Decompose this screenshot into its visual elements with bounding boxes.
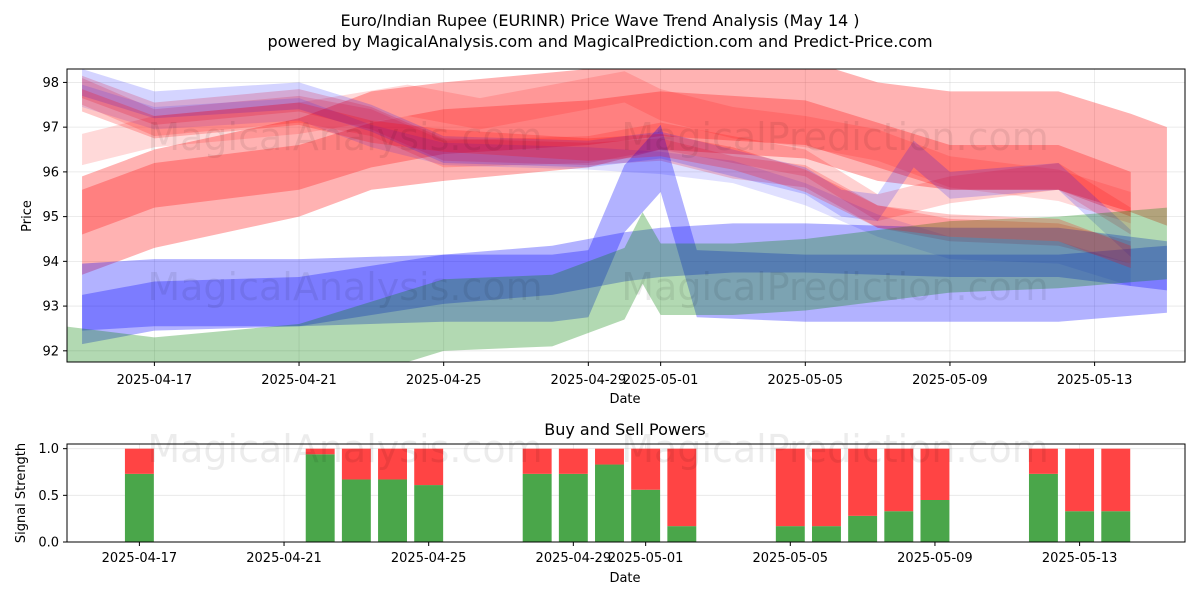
buy-power-bar <box>1028 473 1058 542</box>
buy-power-bar <box>595 464 624 542</box>
watermark-left-upper: MagicalAnalysis.com <box>147 115 542 159</box>
signal-y-axis-label: Signal Strength <box>14 443 29 543</box>
main-title: Euro/Indian Rupee (EURINR) Price Wave Tr… <box>340 11 859 30</box>
price-wave-band-red <box>82 69 1167 275</box>
buy-power-bar <box>414 485 444 542</box>
sell-power-bar <box>558 448 588 474</box>
price-y-axis-label: Price <box>20 200 35 232</box>
sell-power-bar <box>124 448 154 474</box>
price-y-tick-label: 93 <box>42 300 59 315</box>
price-wave-band-red <box>82 75 1131 264</box>
sell-power-bar <box>667 448 697 527</box>
signal-y-ticks: 0.0 0.5 1.0 <box>38 442 67 551</box>
main-subtitle: powered by MagicalAnalysis.com and Magic… <box>267 32 932 51</box>
price-y-tick-label: 94 <box>42 255 59 270</box>
signal-x-tick-label: 2025-05-01 <box>608 551 684 566</box>
buy-power-bar <box>884 511 914 542</box>
buy-power-bar <box>667 526 697 542</box>
buy-power-bar <box>522 473 552 542</box>
price-chart-panel: MagicalAnalysis.com MagicalPrediction.co… <box>20 68 1186 407</box>
signal-x-tick-label: 2025-04-17 <box>102 551 178 566</box>
price-wave-band-green <box>67 207 1167 362</box>
sell-power-bar <box>920 448 950 500</box>
price-y-tick-label: 92 <box>42 344 59 359</box>
signal-chart-title: Buy and Sell Powers <box>544 420 706 439</box>
buy-power-bar <box>1065 511 1095 542</box>
signal-bars <box>124 448 1131 542</box>
price-y-tick-label: 97 <box>42 121 59 136</box>
signal-x-tick-label: 2025-05-09 <box>897 551 973 566</box>
signal-x-tick-label: 2025-04-29 <box>536 551 612 566</box>
buy-power-bar <box>124 473 154 542</box>
signal-y-tick-label: 0.0 <box>38 536 59 551</box>
signal-x-axis-label: Date <box>609 571 640 586</box>
sell-power-bar <box>522 448 552 474</box>
signal-y-tick-label: 1.0 <box>38 442 59 457</box>
price-wave-band-blue <box>82 223 1167 345</box>
sell-power-bar <box>378 448 407 480</box>
sell-power-bar <box>775 448 805 527</box>
sell-power-bar <box>595 448 624 465</box>
sell-power-bar <box>884 448 914 512</box>
price-wave-band-red <box>82 91 1131 235</box>
signal-x-tick-label: 2025-04-21 <box>246 551 322 566</box>
price-wave-band-blue <box>82 69 1131 257</box>
watermark-left: MagicalAnalysis.com <box>147 265 542 309</box>
watermark-right: MagicalPrediction.com <box>621 265 1049 309</box>
price-x-tick-label: 2025-05-01 <box>623 373 699 388</box>
buy-power-bar <box>305 454 335 542</box>
price-y-tick-label: 96 <box>42 165 59 180</box>
signal-x-ticks: 2025-04-17 2025-04-21 2025-04-25 2025-04-29… <box>102 542 1118 566</box>
price-wave-band-red <box>82 71 1131 224</box>
watermark-right-bottom: MagicalPrediction.com <box>621 427 1049 471</box>
price-x-axis-label: Date <box>609 392 640 407</box>
price-y-tick-label: 98 <box>42 76 59 91</box>
price-x-tick-label: 2025-05-13 <box>1057 373 1133 388</box>
buy-power-bar <box>341 479 371 542</box>
watermark-left-bottom: MagicalAnalysis.com <box>147 427 542 471</box>
sell-power-bar <box>1065 448 1095 512</box>
signal-axes-frame <box>66 443 1186 543</box>
price-x-tick-label: 2025-04-17 <box>117 373 193 388</box>
price-x-tick-label: 2025-04-21 <box>261 373 337 388</box>
price-y-tick-label: 95 <box>42 210 59 225</box>
buy-power-bar <box>775 526 805 542</box>
buy-power-bar <box>1101 511 1131 542</box>
signal-y-tick-label: 0.5 <box>38 489 59 504</box>
signal-chart-panel: Buy and Sell Powers MagicalAnalysis.com … <box>14 420 1186 586</box>
buy-power-bar <box>558 473 588 542</box>
sell-power-bar <box>305 448 335 455</box>
price-wave-band-red <box>82 77 1131 235</box>
price-wave-band-blue <box>82 84 1131 286</box>
price-x-tick-label: 2025-05-09 <box>912 373 988 388</box>
buy-power-bar <box>920 500 950 542</box>
sell-power-bar <box>1028 448 1058 474</box>
sell-power-bar <box>341 448 371 480</box>
price-grid <box>67 69 1185 362</box>
price-x-tick-label: 2025-05-05 <box>768 373 844 388</box>
price-x-tick-label: 2025-04-25 <box>406 373 482 388</box>
price-x-ticks: 2025-04-17 2025-04-21 2025-04-25 2025-04-29… <box>117 362 1133 388</box>
buy-power-bar <box>811 526 841 542</box>
buy-power-bar <box>378 479 407 542</box>
price-wave-band-blue <box>82 124 1167 331</box>
signal-x-tick-label: 2025-05-13 <box>1042 551 1118 566</box>
sell-power-bar <box>1101 448 1131 512</box>
buy-power-bar <box>848 515 878 542</box>
watermark-right-upper: MagicalPrediction.com <box>621 115 1049 159</box>
sell-power-bar <box>848 448 878 516</box>
sell-power-bar <box>811 448 841 527</box>
price-axes-frame <box>66 68 1186 363</box>
buy-power-bar <box>631 489 661 542</box>
sell-power-bar <box>631 448 661 490</box>
signal-x-tick-label: 2025-04-25 <box>391 551 467 566</box>
price-y-ticks: 92 93 94 95 96 97 98 <box>42 76 67 359</box>
signal-x-tick-label: 2025-05-05 <box>753 551 829 566</box>
price-wave-band-red <box>82 89 1131 269</box>
price-x-tick-label: 2025-04-29 <box>551 373 627 388</box>
price-wave-series <box>67 69 1167 362</box>
sell-power-bar <box>414 448 444 486</box>
